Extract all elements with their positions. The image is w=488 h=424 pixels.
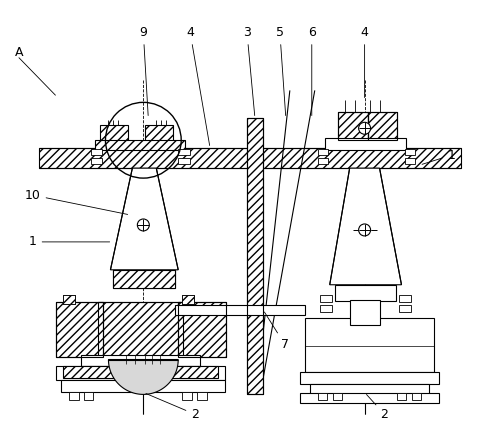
Polygon shape (330, 168, 402, 285)
Bar (400, 295, 411, 302)
Bar (350, 300, 380, 325)
Bar (338, 112, 367, 140)
Bar (400, 305, 411, 312)
Bar (56, 302, 103, 357)
Bar (101, 125, 128, 149)
Bar (406, 158, 415, 164)
Text: 10: 10 (25, 189, 128, 215)
Bar (247, 118, 263, 394)
Bar (398, 393, 407, 400)
Bar (333, 393, 342, 400)
Text: 1: 1 (29, 235, 110, 248)
Text: A: A (15, 46, 23, 59)
Bar (325, 138, 407, 150)
Text: 4: 4 (361, 26, 368, 98)
Bar (305, 318, 434, 372)
Bar (182, 392, 192, 400)
Bar (318, 158, 328, 164)
Bar (62, 295, 75, 304)
Bar (406, 149, 415, 155)
Bar (99, 302, 183, 360)
Bar (81, 354, 200, 366)
Bar (178, 302, 226, 357)
Bar (335, 285, 396, 301)
Bar (56, 302, 103, 357)
Bar (247, 118, 263, 394)
Bar (310, 385, 429, 394)
Text: 7: 7 (264, 312, 289, 351)
Bar (367, 112, 398, 140)
Bar (145, 125, 173, 149)
Bar (197, 392, 207, 400)
Text: 5: 5 (276, 26, 285, 115)
Text: 9: 9 (140, 26, 148, 115)
Bar (62, 366, 218, 379)
Bar (300, 393, 439, 403)
Bar (178, 158, 190, 164)
Bar (178, 149, 190, 155)
Bar (182, 295, 194, 304)
Bar (56, 366, 225, 380)
Bar (367, 112, 398, 140)
Bar (99, 302, 183, 360)
Bar (113, 270, 175, 288)
Bar (338, 112, 367, 140)
Bar (318, 393, 327, 400)
Bar (178, 302, 226, 357)
Bar (318, 149, 328, 155)
Bar (62, 295, 75, 304)
Bar (412, 393, 422, 400)
Circle shape (359, 122, 370, 134)
Circle shape (137, 219, 149, 231)
Bar (90, 149, 102, 155)
Text: 2: 2 (146, 393, 199, 421)
Bar (96, 140, 185, 150)
Bar (182, 295, 194, 304)
Bar (320, 305, 332, 312)
Bar (69, 392, 79, 400)
Bar (39, 148, 461, 168)
Bar (175, 305, 305, 315)
Text: 6: 6 (308, 26, 316, 115)
Bar (90, 158, 102, 164)
Bar (300, 372, 439, 385)
Bar (113, 270, 175, 288)
Bar (320, 295, 332, 302)
Text: 2: 2 (366, 394, 388, 421)
Text: 3: 3 (243, 26, 255, 116)
Bar (83, 392, 94, 400)
Text: 4: 4 (186, 26, 210, 145)
Polygon shape (108, 360, 178, 394)
Circle shape (359, 224, 370, 236)
Bar (61, 380, 225, 392)
Polygon shape (110, 168, 178, 270)
Text: 1: 1 (422, 149, 455, 165)
